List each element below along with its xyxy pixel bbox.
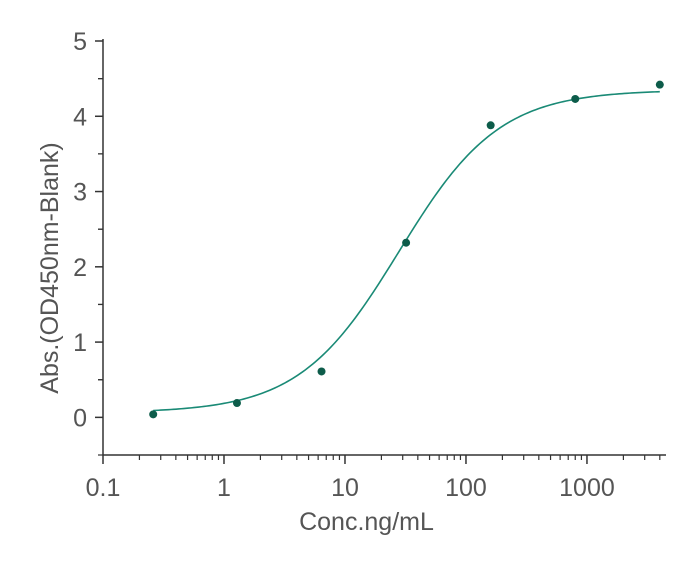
data-point [486,121,495,130]
data-point [232,399,241,408]
y-tick-label: 0 [73,404,87,432]
data-point [317,367,326,376]
data-points-layer [149,80,664,419]
y-tick-label: 4 [73,103,87,131]
y-tick-label: 3 [73,179,87,207]
x-tick-label: 1000 [559,474,615,502]
data-point [571,94,580,103]
data-point [402,238,411,247]
fit-curve-line [153,90,660,412]
x-tick-label: 1 [217,474,231,502]
y-tick-label: 5 [73,28,87,56]
y-axis-title: Abs.(OD450nm-Blank) [36,142,64,393]
x-tick-label: 0.1 [86,474,121,502]
fit-curve-layer [153,90,660,412]
ticks: 0 1 2 3 4 5 0.1 1 10 100 1000 [73,28,661,502]
x-tick-label: 100 [445,474,487,502]
data-point [149,410,158,419]
y-tick-label: 1 [73,329,87,357]
data-point [655,80,664,89]
axes [102,39,666,456]
x-tick-label: 10 [331,474,359,502]
x-axis-title: Conc.ng/mL [299,508,434,536]
y-tick-label: 2 [73,254,87,282]
